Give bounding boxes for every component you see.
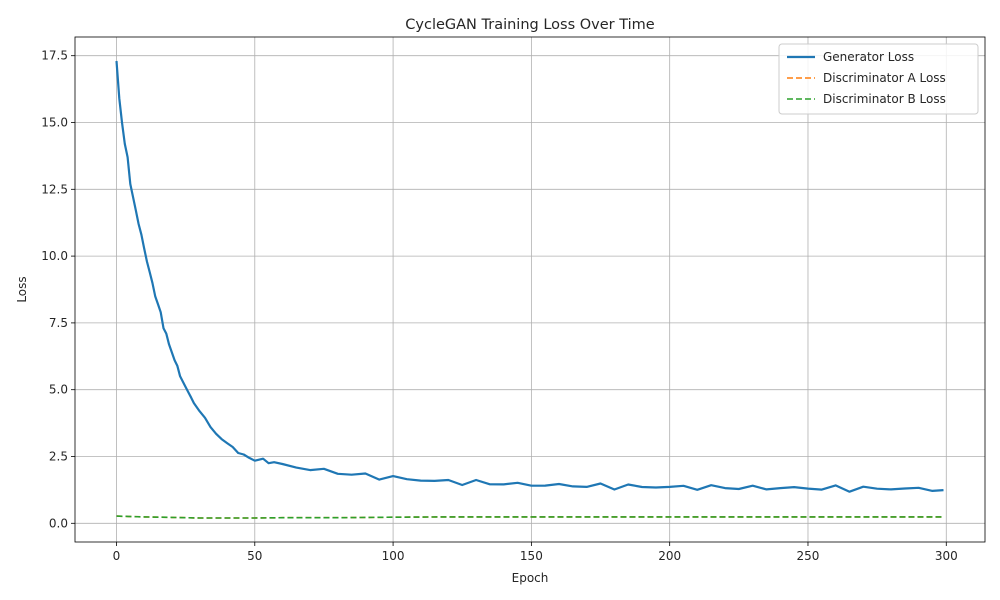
legend-label: Generator Loss xyxy=(823,50,914,64)
y-tick-label: 15.0 xyxy=(41,116,68,130)
x-axis-ticks: 0 50 100 150 200 250 300 xyxy=(113,542,958,563)
y-axis-ticks: 0.0 2.5 5.0 7.5 10.0 12.5 15.0 17.5 xyxy=(41,49,75,530)
series-line-discriminator-b-loss xyxy=(116,515,944,519)
y-tick-label: 2.5 xyxy=(49,449,68,463)
series-line-generator-loss xyxy=(115,60,944,493)
x-tick-label: 250 xyxy=(797,549,820,563)
x-tick-label: 100 xyxy=(382,549,405,563)
x-tick-label: 300 xyxy=(935,549,958,563)
chart-title: CycleGAN Training Loss Over Time xyxy=(405,17,655,33)
x-tick-label: 0 xyxy=(113,549,121,563)
y-tick-label: 17.5 xyxy=(41,49,68,63)
series-lines xyxy=(115,60,944,519)
legend-label: Discriminator A Loss xyxy=(823,71,946,85)
legend-label: Discriminator B Loss xyxy=(823,92,946,106)
x-tick-label: 200 xyxy=(658,549,681,563)
y-tick-label: 10.0 xyxy=(41,249,68,263)
y-tick-label: 12.5 xyxy=(41,182,68,196)
legend-box xyxy=(778,43,979,115)
x-axis-title: Epoch xyxy=(512,571,549,585)
plot-frame xyxy=(74,36,986,543)
y-tick-label: 7.5 xyxy=(49,316,68,330)
y-tick-label: 0.0 xyxy=(49,516,68,530)
grid xyxy=(75,37,985,542)
y-axis-title: Loss xyxy=(15,276,29,302)
x-tick-label: 150 xyxy=(520,549,543,563)
legend: Generator Loss Discriminator A Loss Discri… xyxy=(778,43,979,115)
y-tick-label: 5.0 xyxy=(49,383,68,397)
x-tick-label: 50 xyxy=(247,549,262,563)
